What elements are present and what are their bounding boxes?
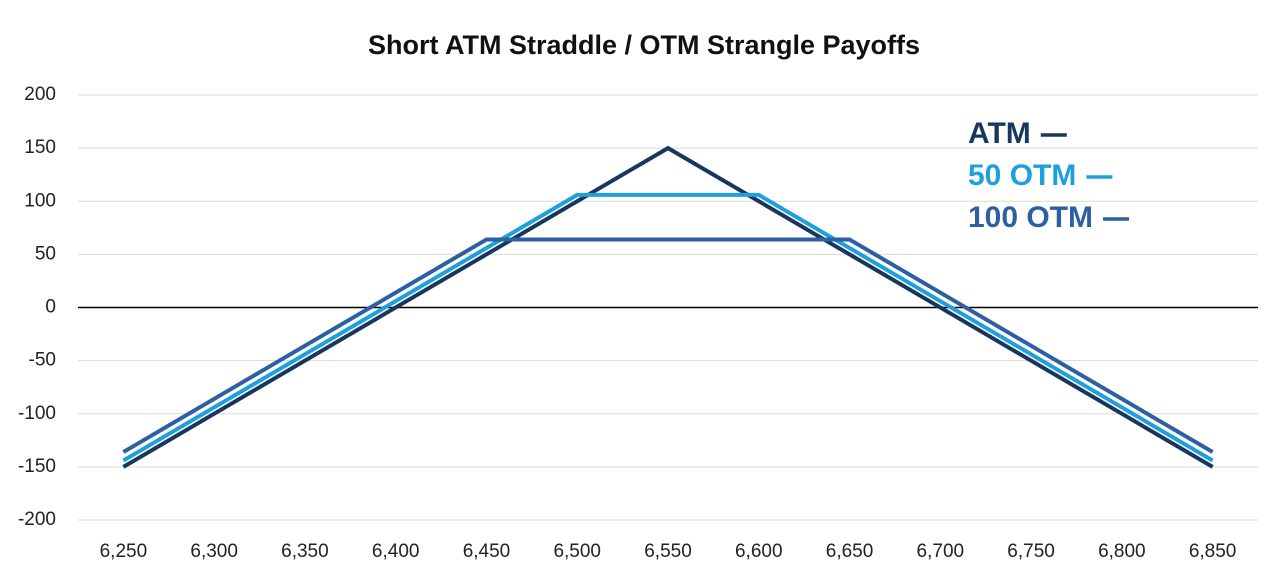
x-tick-label: 6,750 xyxy=(1007,541,1055,562)
x-tick-label: 6,800 xyxy=(1098,541,1146,562)
x-tick-label: 6,600 xyxy=(735,541,783,562)
y-tick-label: 50 xyxy=(35,243,56,264)
x-tick-label: 6,400 xyxy=(372,541,420,562)
series-line xyxy=(122,192,1214,463)
chart-title: Short ATM Straddle / OTM Strangle Payoff… xyxy=(368,30,920,60)
x-tick-label: 6,300 xyxy=(190,541,238,562)
y-tick-label: 100 xyxy=(24,190,56,211)
x-tick-label: 6,550 xyxy=(644,541,692,562)
x-tick-label: 6,500 xyxy=(553,541,601,562)
y-tick-label: -150 xyxy=(18,456,56,477)
x-tick-label: 6,250 xyxy=(100,541,148,562)
y-tick-label: -200 xyxy=(18,509,56,530)
y-tick-label: 200 xyxy=(24,84,56,105)
y-tick-label: -50 xyxy=(29,350,56,371)
y-tick-label: -100 xyxy=(18,403,56,424)
legend-label: 100 OTM xyxy=(968,201,1093,234)
x-tick-label: 6,700 xyxy=(917,541,965,562)
legend-label: ATM xyxy=(968,117,1031,150)
x-tick-label: 6,650 xyxy=(826,541,874,562)
x-tick-label: 6,450 xyxy=(463,541,511,562)
y-tick-label: 150 xyxy=(24,137,56,158)
y-tick-label: 0 xyxy=(45,297,56,318)
series-line xyxy=(122,145,1214,469)
x-tick-label: 6,350 xyxy=(281,541,329,562)
legend-label: 50 OTM xyxy=(968,159,1076,192)
x-tick-label: 6,850 xyxy=(1189,541,1237,562)
series-line xyxy=(122,237,1214,454)
